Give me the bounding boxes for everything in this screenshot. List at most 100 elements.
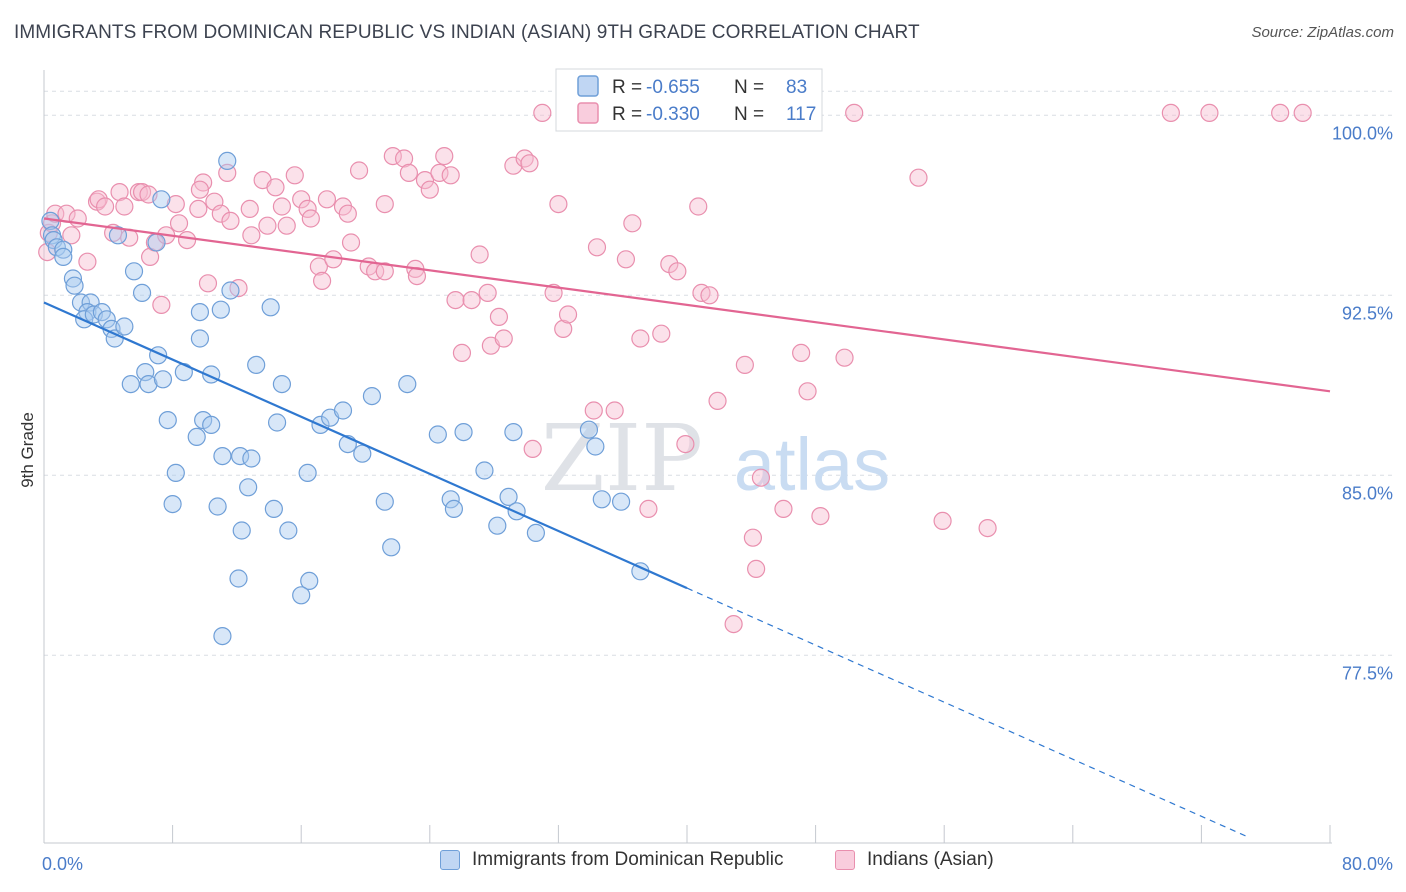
blue-trendline-extension bbox=[686, 587, 1250, 839]
blue-point bbox=[229, 569, 248, 588]
watermark-atlas: atlas bbox=[734, 423, 890, 506]
stats-swatch-pink bbox=[577, 102, 599, 124]
pink-point bbox=[309, 257, 328, 276]
pink-point bbox=[743, 528, 763, 547]
blue-point bbox=[63, 269, 83, 288]
stats-r-value: -0.330 bbox=[646, 104, 700, 125]
legend-item-blue[interactable]: Immigrants from Dominican Republic bbox=[440, 849, 784, 871]
x-tick-label: 80.0% bbox=[1342, 854, 1393, 874]
pink-point bbox=[258, 216, 277, 235]
blue-point bbox=[475, 461, 494, 480]
blue-point bbox=[242, 449, 261, 468]
pink-point bbox=[452, 343, 472, 362]
pink-point bbox=[435, 147, 454, 166]
pink-point bbox=[89, 190, 108, 209]
blue-point bbox=[213, 447, 232, 466]
stats-r-value: -0.655 bbox=[646, 77, 700, 98]
blue-point bbox=[444, 499, 464, 518]
watermark-zip: ZIP bbox=[541, 405, 703, 512]
pink-point bbox=[240, 199, 259, 218]
blue-point bbox=[300, 571, 319, 591]
pink-point bbox=[668, 262, 687, 281]
blue-point bbox=[239, 478, 258, 497]
blue-point bbox=[163, 495, 182, 514]
bottom-legend: Immigrants from Dominican Republic India… bbox=[0, 849, 1406, 879]
blue-point bbox=[272, 375, 292, 394]
pink-point bbox=[700, 286, 719, 305]
pink-point bbox=[189, 199, 208, 218]
pink-point bbox=[835, 348, 854, 367]
blue-point bbox=[398, 375, 417, 394]
pink-point bbox=[623, 214, 642, 233]
blue-point bbox=[115, 317, 134, 336]
blue-point bbox=[488, 516, 507, 535]
blue-point bbox=[152, 190, 171, 209]
chart-title: IMMIGRANTS FROM DOMINICAN REPUBLIC VS IN… bbox=[14, 22, 920, 43]
y-tick-label: 92.5% bbox=[1342, 303, 1393, 323]
blue-point bbox=[231, 447, 250, 466]
pink-point bbox=[708, 391, 727, 410]
pink-series bbox=[38, 103, 1312, 634]
pink-point bbox=[558, 305, 578, 324]
pink-point bbox=[1200, 103, 1219, 123]
pink-point bbox=[198, 274, 218, 293]
pink-point bbox=[520, 154, 539, 173]
blue-point bbox=[441, 490, 460, 509]
legend-swatch-pink bbox=[835, 850, 855, 870]
blue-point bbox=[247, 355, 266, 374]
blue-point bbox=[147, 233, 166, 252]
pink-point bbox=[394, 149, 414, 168]
pink-point bbox=[584, 401, 603, 420]
pink-point bbox=[605, 401, 624, 420]
legend-item-pink[interactable]: Indians (Asian) bbox=[835, 849, 994, 871]
pink-point bbox=[554, 319, 573, 338]
blue-point bbox=[97, 310, 116, 329]
stats-legend-box bbox=[555, 68, 823, 132]
blue-point bbox=[213, 626, 232, 646]
pink-point bbox=[375, 262, 394, 281]
blue-point bbox=[298, 463, 317, 482]
blue-point bbox=[428, 425, 447, 444]
pink-point bbox=[152, 295, 171, 314]
pink-point bbox=[415, 171, 435, 190]
blue-point bbox=[586, 437, 605, 456]
blue-point bbox=[190, 303, 210, 322]
pink-point bbox=[272, 197, 292, 216]
source-label: Source: ZipAtlas.com bbox=[1251, 24, 1394, 41]
blue-point bbox=[504, 423, 523, 442]
pink-point bbox=[221, 211, 240, 230]
y-tick-label: 77.5% bbox=[1342, 663, 1393, 683]
pink-point bbox=[375, 195, 394, 214]
pink-point bbox=[1161, 103, 1180, 123]
blue-point bbox=[166, 463, 185, 482]
pink-point bbox=[1293, 103, 1312, 123]
blue-point bbox=[292, 586, 311, 605]
pink-point bbox=[95, 197, 115, 216]
blue-point bbox=[139, 375, 158, 394]
blue-point bbox=[579, 420, 599, 439]
blue-point bbox=[187, 427, 206, 446]
x-tick-label: 0.0% bbox=[42, 854, 83, 874]
pink-point bbox=[62, 226, 81, 245]
pink-point bbox=[169, 214, 189, 233]
pink-point bbox=[478, 283, 497, 302]
pink-trendline bbox=[43, 217, 1331, 393]
blue-point bbox=[121, 375, 140, 394]
axes: 77.5% 85.0% 92.5% 100.0% 0.0% 80.0% bbox=[42, 70, 1393, 874]
pink-point bbox=[324, 250, 343, 269]
stats-n-label: N = bbox=[734, 77, 764, 98]
stats-n-value: 83 bbox=[786, 77, 807, 98]
pink-point bbox=[978, 518, 997, 538]
blue-point bbox=[54, 247, 73, 266]
pink-point bbox=[292, 190, 311, 209]
legend-swatch-blue bbox=[440, 850, 460, 870]
pink-point bbox=[494, 329, 513, 348]
blue-point bbox=[221, 281, 240, 300]
pink-point bbox=[430, 163, 449, 182]
stats-n-value: 117 bbox=[786, 104, 816, 125]
pink-point bbox=[446, 291, 465, 310]
blue-point bbox=[362, 387, 382, 406]
pink-point bbox=[631, 329, 650, 348]
watermark: ZIP atlas bbox=[541, 405, 890, 512]
